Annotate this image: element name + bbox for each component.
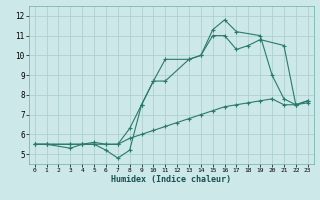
X-axis label: Humidex (Indice chaleur): Humidex (Indice chaleur) <box>111 175 231 184</box>
